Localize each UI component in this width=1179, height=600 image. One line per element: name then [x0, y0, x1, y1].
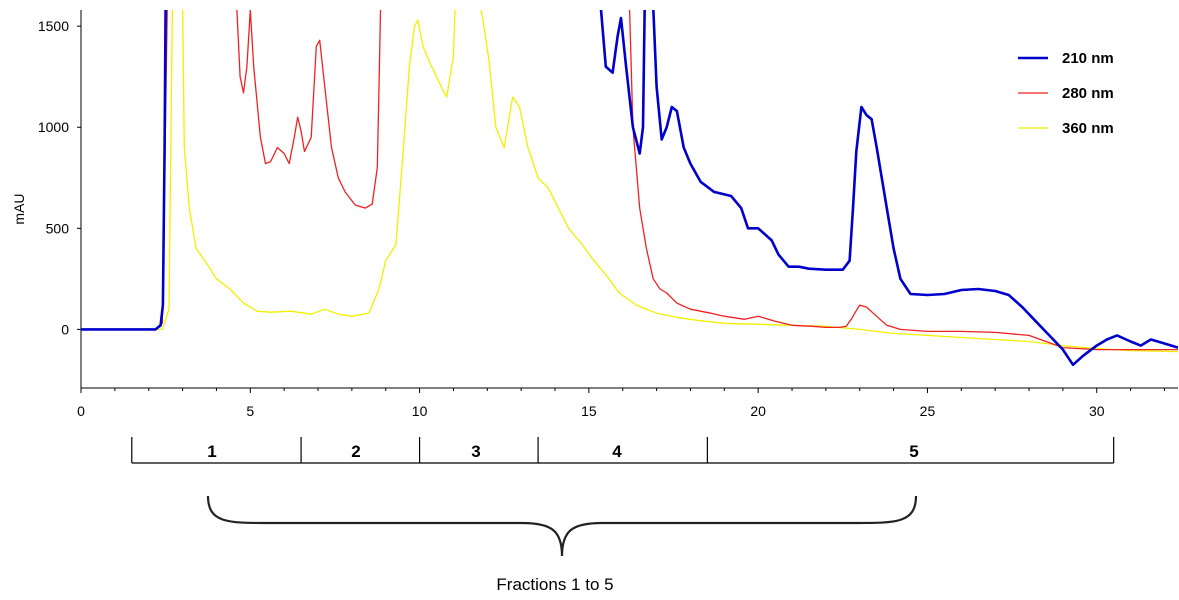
x-axis: 0 5 10 15 20 25 30 [77, 388, 1165, 419]
fraction-scale: 1 2 3 4 5 [131, 437, 1115, 464]
plot-border [80, 10, 1178, 389]
legend: 210 nm 280 nm 360 nm [1018, 50, 1114, 137]
y-axis: 0 500 1000 1500 [38, 18, 81, 337]
x-tick-label: 30 [1089, 403, 1105, 419]
series-line-210-nm [81, 10, 1178, 367]
x-tick-label: 20 [750, 403, 766, 419]
fraction-label-2: 2 [351, 442, 360, 461]
y-tick-label: 1500 [38, 18, 69, 34]
fraction-label-3: 3 [471, 442, 480, 461]
y-tick-label: 1000 [38, 119, 69, 135]
plot-area [80, 10, 1178, 389]
x-tick-label: 0 [77, 403, 85, 419]
y-tick-label: 0 [61, 321, 69, 337]
legend-label-280-nm: 280 nm [1062, 85, 1114, 102]
fraction-label-5: 5 [909, 442, 918, 461]
y-axis-label: mAU [11, 193, 27, 224]
x-tick-label: 15 [581, 403, 597, 419]
brace-label: Fractions 1 to 5 [496, 575, 613, 594]
fractions-brace [206, 495, 918, 557]
series-line-280-nm [81, 10, 1178, 351]
x-tick-label: 5 [246, 403, 254, 419]
legend-label-360-nm: 360 nm [1062, 120, 1114, 137]
series-line-360-nm [81, 10, 1178, 353]
x-tick-label: 25 [920, 403, 936, 419]
series-lines [81, 10, 1178, 367]
fraction-label-1: 1 [207, 442, 216, 461]
y-tick-label: 500 [46, 220, 70, 236]
legend-label-210-nm: 210 nm [1062, 50, 1114, 67]
x-tick-label: 10 [412, 403, 428, 419]
fraction-label-4: 4 [612, 442, 622, 461]
